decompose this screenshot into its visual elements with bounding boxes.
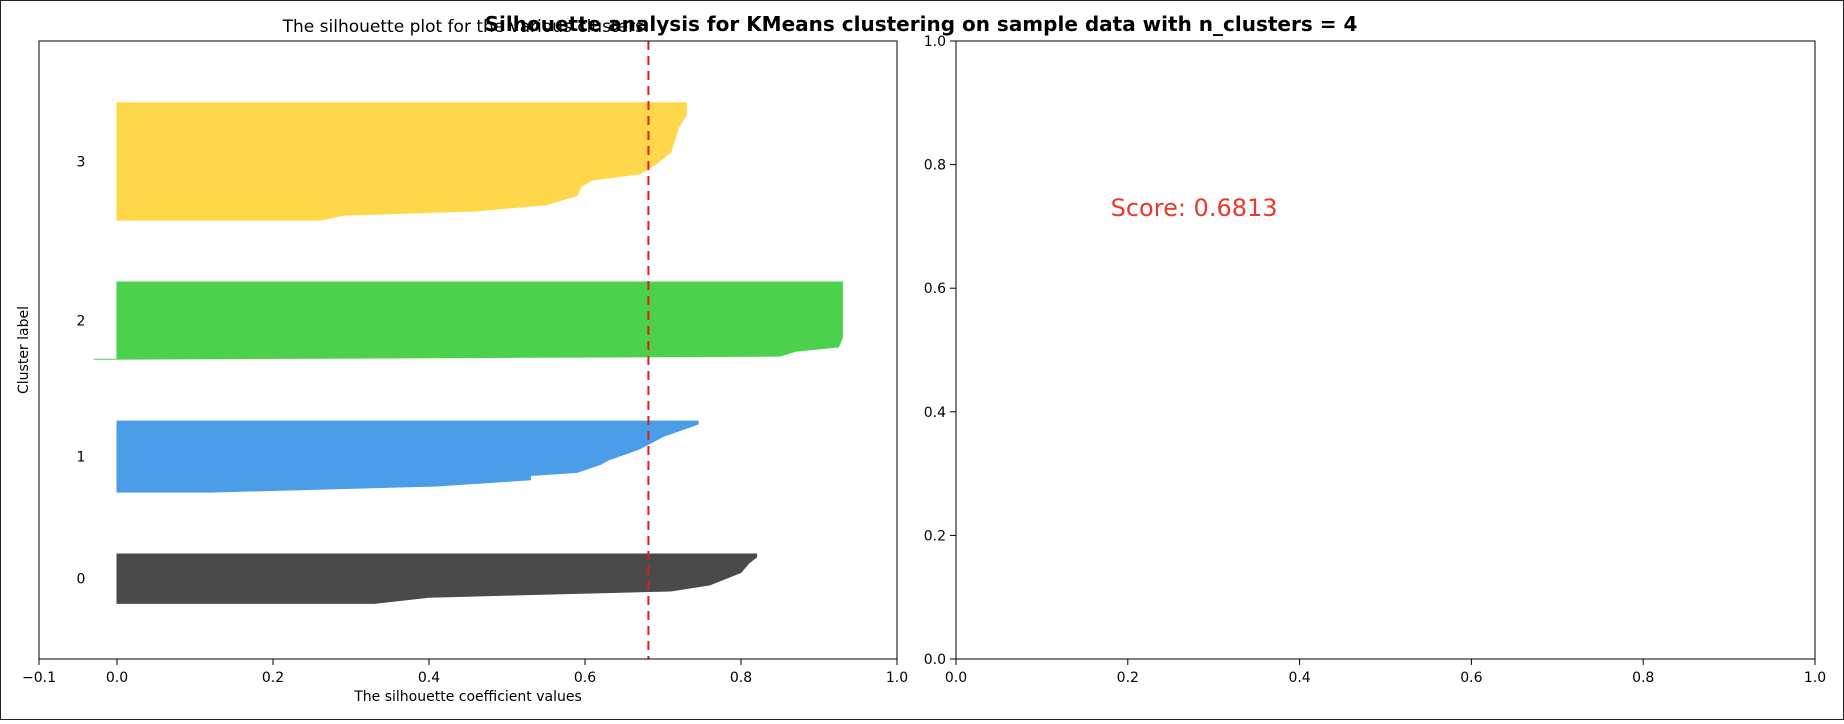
silhouette-cluster-3 xyxy=(116,102,687,221)
y-tick-label: 0.8 xyxy=(924,158,946,174)
silhouette-x-label: The silhouette coefficient values xyxy=(353,689,582,705)
silhouette-cluster-2 xyxy=(93,281,843,360)
x-tick-label: 0.6 xyxy=(574,670,596,686)
silhouette-y-label: Cluster label xyxy=(16,306,32,394)
score-annotation: Score: 0.6813 xyxy=(1111,194,1278,222)
silhouette-cluster-1 xyxy=(116,420,699,493)
cluster-label-0: 0 xyxy=(77,572,86,588)
x-tick-label: 0.0 xyxy=(106,670,128,686)
x-tick-label: 1.0 xyxy=(886,670,908,686)
x-tick-label: 0.2 xyxy=(1117,670,1139,686)
y-tick-label: 0.2 xyxy=(924,528,946,544)
silhouette-plot: The silhouette plot for the various clus… xyxy=(16,17,908,705)
y-tick-label: 0.4 xyxy=(924,405,946,421)
x-tick-label: 0.6 xyxy=(1460,670,1482,686)
silhouette-cluster-0 xyxy=(116,553,758,604)
figure-suptitle: Silhouette analysis for KMeans clusterin… xyxy=(485,12,1358,36)
silhouette-fills xyxy=(93,102,843,604)
x-tick-label: −0.1 xyxy=(22,670,56,686)
y-tick-label: 1.0 xyxy=(924,34,946,50)
score-x-ticks: 0.0 0.2 0.4 0.6 0.8 1.0 xyxy=(945,659,1826,686)
x-tick-label: 0.2 xyxy=(262,670,284,686)
silhouette-plot-title: The silhouette plot for the various clus… xyxy=(282,17,650,37)
silhouette-x-ticks: −0.1 0.0 0.2 0.4 0.6 0.8 1.0 xyxy=(22,659,908,686)
x-tick-label: 1.0 xyxy=(1804,670,1826,686)
cluster-label-3: 3 xyxy=(77,155,86,171)
cluster-label-1: 1 xyxy=(77,450,86,466)
x-tick-label: 0.4 xyxy=(1288,670,1310,686)
y-tick-label: 0.6 xyxy=(924,281,946,297)
cluster-label-2: 2 xyxy=(77,314,86,330)
score-y-ticks: 0.0 0.2 0.4 0.6 0.8 1.0 xyxy=(924,34,956,668)
score-plot: 0.0 0.2 0.4 0.6 0.8 1.0 0.0 0.2 0.4 0.6 0.8 1.0 Sc… xyxy=(924,34,1826,686)
cluster-labels: 0 1 2 3 xyxy=(77,155,86,588)
x-tick-label: 0.0 xyxy=(945,670,967,686)
y-tick-label: 0.0 xyxy=(924,652,946,668)
score-plot-border xyxy=(955,40,1816,660)
x-tick-label: 0.8 xyxy=(730,670,752,686)
x-tick-label: 0.8 xyxy=(1632,670,1654,686)
silhouette-plot-border xyxy=(38,40,898,660)
x-tick-label: 0.4 xyxy=(418,670,440,686)
